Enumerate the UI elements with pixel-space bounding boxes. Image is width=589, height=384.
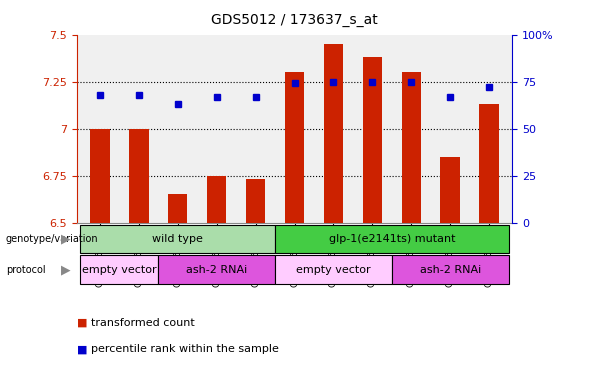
Bar — [90, 129, 110, 223]
Text: percentile rank within the sample: percentile rank within the sample — [91, 344, 279, 354]
Text: ▶: ▶ — [61, 263, 71, 276]
Bar — [324, 44, 343, 223]
Text: protocol: protocol — [6, 265, 45, 275]
Text: ▶: ▶ — [61, 233, 71, 245]
Bar — [402, 72, 421, 223]
Text: GDS5012 / 173637_s_at: GDS5012 / 173637_s_at — [211, 13, 378, 27]
Bar — [246, 179, 265, 223]
Bar — [284, 72, 305, 223]
Text: ■: ■ — [77, 344, 87, 354]
Bar — [363, 57, 382, 223]
Bar — [129, 129, 148, 223]
Text: ■: ■ — [77, 318, 87, 328]
Bar — [441, 157, 460, 223]
Text: empty vector: empty vector — [82, 265, 157, 275]
Text: ash-2 RNAi: ash-2 RNAi — [186, 265, 247, 275]
Bar — [207, 176, 226, 223]
Text: transformed count: transformed count — [91, 318, 195, 328]
Text: genotype/variation: genotype/variation — [6, 234, 98, 244]
Text: empty vector: empty vector — [296, 265, 370, 275]
Text: ash-2 RNAi: ash-2 RNAi — [419, 265, 481, 275]
Text: wild type: wild type — [153, 234, 203, 244]
Bar — [168, 194, 187, 223]
Text: glp-1(e2141ts) mutant: glp-1(e2141ts) mutant — [329, 234, 455, 244]
Bar — [479, 104, 499, 223]
